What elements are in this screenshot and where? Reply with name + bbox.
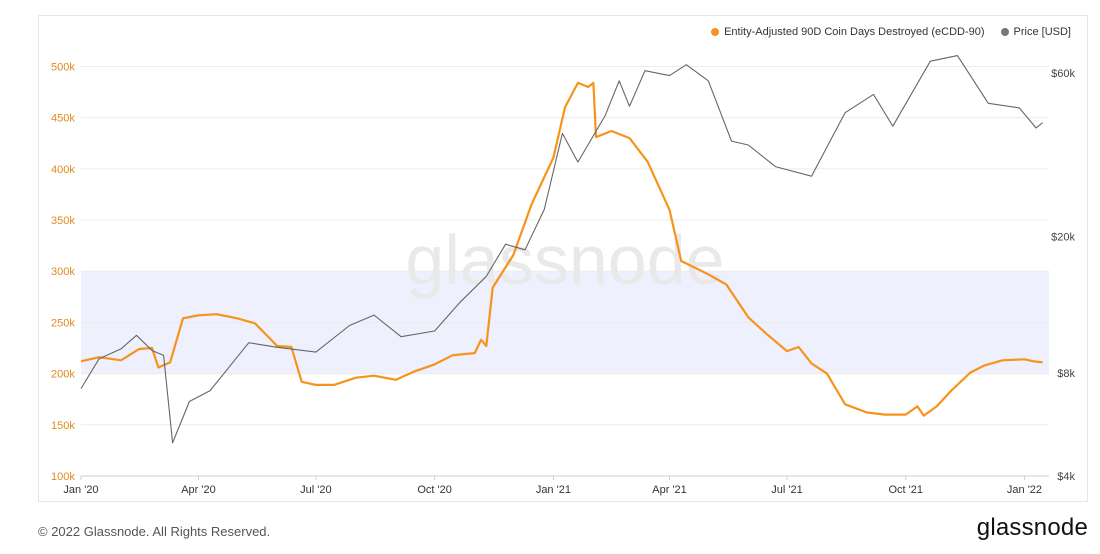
y-left-tick-label: 100k: [51, 471, 75, 483]
x-tick-label: Oct '21: [888, 484, 923, 496]
brand-logo: glassnode: [976, 514, 1088, 541]
series-line-ecdd: [80, 81, 1043, 417]
y-right-tick-label: $20k: [1051, 232, 1075, 244]
x-tick-label: Apr '21: [652, 484, 687, 496]
x-tick-label: Jul '21: [771, 484, 802, 496]
y-left-tick-label: 250k: [51, 317, 75, 329]
y-right-tick-label: $4k: [1057, 471, 1075, 483]
x-tick-label: Oct '20: [417, 484, 452, 496]
y-right-tick-label: $8k: [1057, 368, 1075, 380]
x-tick-label: Jul '20: [300, 484, 331, 496]
legend-marker-ecdd: [711, 28, 720, 36]
x-tick-label: Jan '22: [1007, 484, 1042, 496]
x-tick-label: Jan '21: [536, 484, 571, 496]
legend-item-ecdd[interactable]: Entity-Adjusted 90D Coin Days Destroyed …: [711, 26, 985, 38]
legend: Entity-Adjusted 90D Coin Days Destroyed …: [711, 26, 1071, 38]
chart-card: Entity-Adjusted 90D Coin Days Destroyed …: [38, 15, 1088, 502]
y-right-tick-label: $60k: [1051, 68, 1075, 80]
y-left-tick-label: 450k: [51, 113, 75, 125]
legend-marker-price: [1000, 28, 1009, 36]
series-line-price: [80, 55, 1043, 444]
x-tick-label: Jan '20: [63, 484, 98, 496]
copyright-text: © 2022 Glassnode. All Rights Reserved.: [38, 524, 271, 539]
legend-label-ecdd: Entity-Adjusted 90D Coin Days Destroyed …: [724, 26, 985, 38]
y-left-tick-label: 350k: [51, 215, 75, 227]
y-left-tick-label: 150k: [51, 420, 75, 432]
y-left-tick-label: 400k: [51, 164, 75, 176]
y-left-tick-label: 500k: [51, 61, 75, 73]
y-left-tick-label: 200k: [51, 369, 75, 381]
y-left-tick-label: 300k: [51, 266, 75, 278]
watermark: glassnode: [405, 221, 724, 299]
legend-label-price: Price [USD]: [1013, 26, 1071, 38]
legend-item-price[interactable]: Price [USD]: [1000, 26, 1071, 38]
x-tick-label: Apr '20: [181, 484, 216, 496]
chart-svg: 100k 150k 200k 250k 300k 350k 400k 450k 500k glas…: [51, 55, 1075, 496]
